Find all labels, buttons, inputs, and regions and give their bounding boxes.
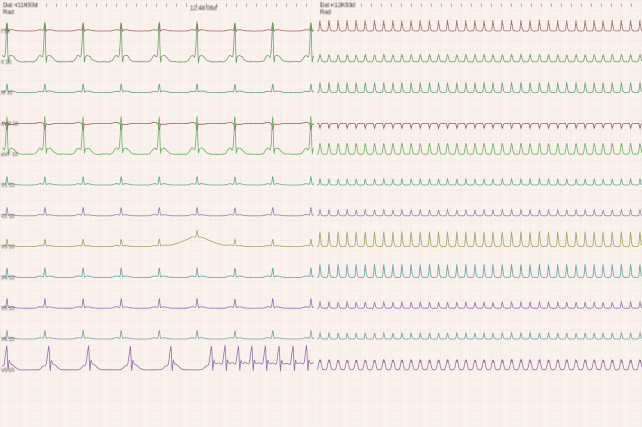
svg-text:V1 10: V1 10 (1, 183, 15, 189)
svg-text:aVR 10: aVR 10 (1, 121, 18, 127)
svg-text:V6 10: V6 10 (1, 337, 15, 343)
svg-text:Rad: Rad (320, 10, 331, 16)
svg-text:V5 10: V5 10 (1, 306, 15, 312)
svg-text:III 10: III 10 (1, 91, 13, 97)
svg-text:Dat <12K93d: Dat <12K93d (320, 3, 355, 9)
svg-text:II 10: II 10 (1, 60, 11, 66)
svg-text:V4 10: V4 10 (1, 275, 15, 281)
svg-text:Rad: Rad (3, 10, 14, 16)
svg-text:12:48:06d': 12:48:06d' (190, 6, 218, 12)
svg-text:V2 10: V2 10 (1, 214, 15, 220)
svg-text:aVF 10: aVF 10 (1, 152, 18, 158)
svg-text:I 10: I 10 (1, 29, 10, 35)
svg-text:Dat <11K93d: Dat <11K93d (3, 3, 38, 9)
svg-text:V3 10: V3 10 (1, 245, 15, 251)
svg-text:V5 20: V5 20 (1, 368, 15, 374)
